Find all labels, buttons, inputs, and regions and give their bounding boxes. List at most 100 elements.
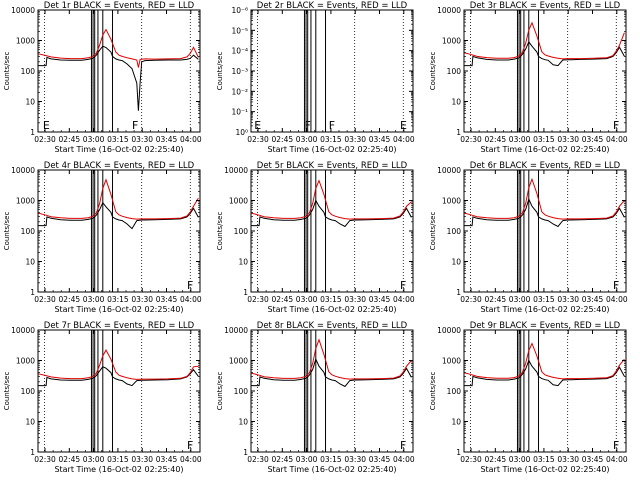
x-tick-label: 02:30 <box>247 135 269 144</box>
y-tick-label: 100 <box>21 67 36 76</box>
y-tick-label: 10 <box>25 258 35 267</box>
x-axis-label: Start Time (16-Oct-02 02:25:40) <box>54 465 183 474</box>
x-tick-label: 03:45 <box>156 455 178 464</box>
x-axis-label: Start Time (16-Oct-02 02:25:40) <box>480 465 609 474</box>
y-tick-label: 100 <box>447 227 462 236</box>
panel-det-8: Det 8r BLACK = Events, RED = LLD F 1 10 100 1… <box>216 321 415 474</box>
plot-frame <box>250 169 414 293</box>
black-series-line <box>464 197 625 228</box>
y-axis-label: Counts/sec <box>3 372 11 411</box>
x-tick-label: 04:00 <box>393 455 415 464</box>
x-tick-label: 03:30 <box>131 295 153 304</box>
red-series-line <box>37 349 199 380</box>
x-tick-label: 03:00 <box>509 135 531 144</box>
x-tick-label: 03:45 <box>582 295 604 304</box>
y-axis-label: Counts/sec <box>216 212 224 251</box>
marker-label: F <box>329 119 335 132</box>
x-tick-label: 02:30 <box>34 295 56 304</box>
y-tick-label: 1 <box>456 128 461 137</box>
red-series-line <box>463 342 625 380</box>
y-tick-label: 100 <box>447 67 462 76</box>
x-axis-label: Start Time (16-Oct-02 02:25:40) <box>54 145 183 154</box>
y-tick-label: 100 <box>21 227 36 236</box>
y-tick-label: 1000 <box>442 37 461 46</box>
x-tick-label: 03:30 <box>557 455 579 464</box>
y-tick-label: 10⁻¹ <box>231 108 248 117</box>
y-tick-label: 1 <box>243 448 248 457</box>
x-tick-label: 03:00 <box>509 455 531 464</box>
y-tick-label: 1000 <box>16 357 35 366</box>
panel-title: Det 9r BLACK = Events, RED = LLD <box>470 321 621 331</box>
y-tick-label: 10 <box>451 98 461 107</box>
panel-det-2: Det 2r BLACK = Events, RED = LLD E F F E 10⁰ 1… <box>216 1 415 154</box>
y-tick-label: 10 <box>238 258 248 267</box>
x-tick-label: 04:00 <box>606 135 628 144</box>
marker-label: F <box>613 439 619 452</box>
x-tick-label: 03:30 <box>131 135 153 144</box>
x-tick-label: 02:45 <box>272 295 294 304</box>
y-tick-label: 10⁻³ <box>231 67 248 76</box>
y-tick-label: 100 <box>234 387 249 396</box>
marker-label: F <box>613 119 619 132</box>
y-tick-label: 100 <box>21 387 36 396</box>
red-series-line <box>463 177 625 220</box>
panel-title: Det 1r BLACK = Events, RED = LLD <box>44 1 195 11</box>
y-tick-label: 10000 <box>437 6 461 15</box>
y-tick-label: 1 <box>30 448 35 457</box>
x-tick-label: 03:45 <box>156 135 178 144</box>
x-tick-label: 03:15 <box>320 295 342 304</box>
y-axis-label: Counts/sec <box>216 372 224 411</box>
y-axis-label: Counts/sec <box>216 52 224 91</box>
y-tick-label: 10⁻⁵ <box>231 26 248 35</box>
y-tick-label: 10 <box>238 418 248 427</box>
y-tick-label: 10000 <box>11 6 35 15</box>
y-tick-label: 1 <box>30 288 35 297</box>
marker-label: F <box>132 119 138 132</box>
x-tick-label: 03:30 <box>557 295 579 304</box>
panel-det-3: Det 3r BLACK = Events, RED = LLD F 1 10 100 1… <box>429 1 628 154</box>
y-axis-label: Counts/sec <box>3 52 11 91</box>
marker-label: F <box>304 119 310 132</box>
y-tick-label: 100 <box>234 227 249 236</box>
marker-label: E <box>400 119 407 132</box>
panel-det-4: Det 4r BLACK = Events, RED = LLD F 1 10 100 1… <box>3 161 202 314</box>
y-tick-label: 10 <box>25 418 35 427</box>
y-tick-label: 1 <box>456 448 461 457</box>
plot-frame <box>463 169 627 293</box>
black-series-line <box>38 45 199 111</box>
y-tick-label: 1000 <box>229 357 248 366</box>
x-tick-label: 02:45 <box>59 455 81 464</box>
x-tick-label: 03:15 <box>320 455 342 464</box>
x-tick-label: 03:00 <box>83 295 105 304</box>
x-tick-label: 03:45 <box>369 455 391 464</box>
x-tick-label: 02:45 <box>272 455 294 464</box>
panel-title: Det 3r BLACK = Events, RED = LLD <box>470 1 621 11</box>
x-tick-label: 03:30 <box>344 295 366 304</box>
y-tick-label: 1000 <box>16 197 35 206</box>
y-tick-label: 10000 <box>11 326 35 335</box>
y-tick-label: 1000 <box>442 197 461 206</box>
red-series-line <box>250 338 412 380</box>
y-tick-label: 1000 <box>442 357 461 366</box>
x-tick-label: 03:15 <box>533 455 555 464</box>
y-axis-label: Counts/sec <box>3 212 11 251</box>
x-tick-label: 03:30 <box>131 455 153 464</box>
red-series-line <box>37 178 199 220</box>
y-tick-label: 10⁻² <box>231 87 248 96</box>
panel-det-5: Det 5r BLACK = Events, RED = LLD F 1 10 100 1… <box>216 161 415 314</box>
x-tick-label: 04:00 <box>606 455 628 464</box>
x-tick-label: 02:45 <box>59 295 81 304</box>
x-tick-label: 02:30 <box>247 295 269 304</box>
x-tick-label: 03:00 <box>296 135 318 144</box>
x-tick-label: 02:45 <box>485 295 507 304</box>
marker-label: F <box>613 279 619 292</box>
marker-label: F <box>187 439 193 452</box>
x-tick-label: 02:30 <box>247 455 269 464</box>
black-series-line <box>251 199 412 228</box>
x-tick-label: 03:30 <box>557 135 579 144</box>
x-tick-label: 03:45 <box>582 135 604 144</box>
y-tick-label: 10 <box>25 98 35 107</box>
y-axis-label: Counts/sec <box>429 212 437 251</box>
x-tick-label: 04:00 <box>180 455 202 464</box>
